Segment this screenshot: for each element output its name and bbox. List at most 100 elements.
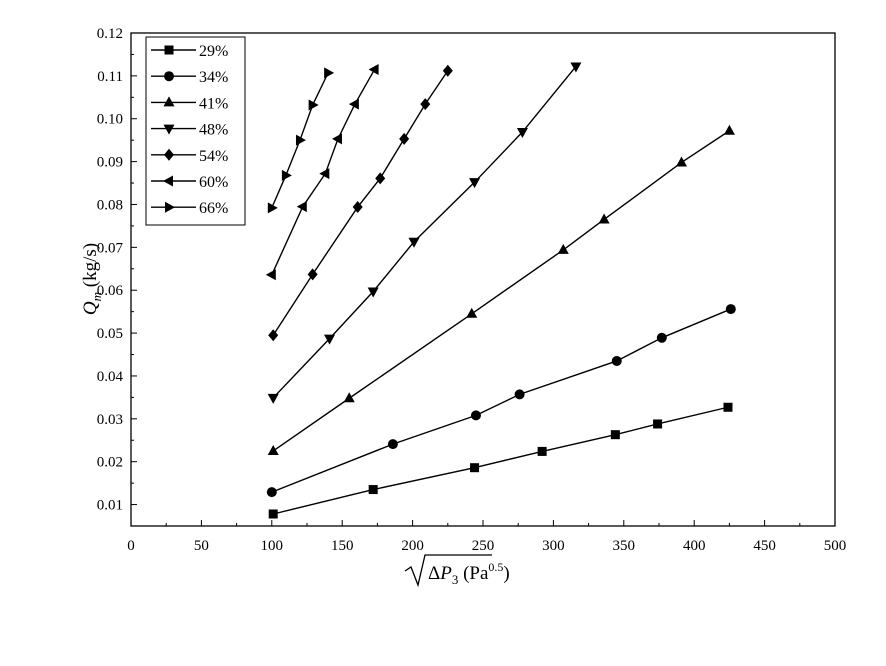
data-point: [324, 67, 335, 79]
legend-box: [145, 36, 246, 226]
y-tick-label: 0.08: [97, 197, 123, 213]
data-point: [331, 133, 342, 145]
legend-marker: [164, 71, 174, 82]
data-point: [368, 63, 379, 75]
series-54%: [268, 64, 453, 342]
series-66%: [267, 67, 335, 214]
data-point: [267, 202, 278, 214]
data-point: [295, 134, 306, 146]
data-point: [408, 237, 420, 248]
legend-marker: [164, 45, 174, 55]
data-point: [676, 156, 688, 167]
legend-marker: [163, 96, 175, 107]
legend-label: 29%: [199, 43, 228, 60]
data-point: [557, 243, 569, 254]
axis-ticks: 0 50 100 150 200 250 300 350 400 450 500 0.01 0.02 0.…: [97, 26, 847, 554]
data-point: [267, 444, 279, 455]
y-tick-label: 0.02: [97, 455, 123, 471]
legend-item: 34%: [151, 69, 228, 86]
data-point: [268, 509, 278, 519]
x-axis-label: ΔP3 (Pa0.5): [404, 554, 510, 588]
y-axis-label: Qm (kg/s): [80, 243, 104, 315]
data-point: [611, 355, 622, 366]
data-point: [723, 402, 733, 412]
y-tick-label: 0.05: [97, 326, 123, 342]
x-tick-label: 350: [613, 538, 636, 554]
legend-item: 66%: [151, 200, 228, 217]
data-point: [375, 172, 386, 185]
data-point: [653, 419, 663, 429]
y-tick-label: 0.09: [97, 155, 123, 171]
data-point: [656, 332, 667, 343]
legend-item: 29%: [151, 43, 228, 60]
legend-marker: [164, 148, 174, 161]
y-tick-label: 0.11: [97, 69, 123, 85]
y-tick-label: 0.06: [97, 283, 124, 299]
data-point: [367, 287, 379, 298]
data-point: [537, 446, 547, 456]
legend-label: 60%: [199, 174, 228, 191]
series-line: [271, 69, 376, 276]
legend-item: 54%: [151, 148, 228, 165]
data-point: [469, 178, 481, 189]
data-point: [470, 463, 480, 473]
series-34%: [266, 304, 736, 498]
legend-item: 41%: [151, 95, 228, 112]
x-tick-label: 250: [472, 538, 495, 554]
y-tick-label: 0.07: [97, 240, 124, 256]
legend-label: 54%: [199, 148, 228, 165]
data-point: [420, 98, 431, 111]
legend-marker: [165, 201, 175, 213]
x-tick-label: 400: [683, 538, 706, 554]
y-tick-label: 0.01: [97, 498, 123, 514]
data-point: [307, 268, 318, 281]
x-tick-label: 0: [127, 538, 135, 554]
legend-marker: [163, 124, 175, 135]
data-point: [281, 169, 292, 181]
x-tick-label: 150: [331, 538, 354, 554]
series-41%: [267, 124, 735, 455]
x-tick-label: 50: [194, 538, 209, 554]
x-tick-label: 500: [824, 538, 847, 554]
legend: 29% 34% 41% 48% 54% 60% 66%: [145, 36, 246, 226]
legend-marker: [163, 175, 173, 187]
data-point: [470, 410, 481, 421]
series-60%: [265, 63, 379, 281]
data-point: [265, 269, 276, 281]
data-point: [723, 124, 735, 135]
data-point: [352, 201, 363, 214]
data-point: [267, 393, 279, 404]
data-series: [265, 62, 736, 519]
series-29%: [268, 402, 733, 519]
x-tick-label: 450: [753, 538, 776, 554]
series-48%: [267, 62, 582, 404]
series-line: [272, 65, 577, 399]
data-point: [442, 64, 453, 77]
y-tick-label: 0.03: [97, 412, 123, 428]
y-tick-label: 0.10: [97, 112, 123, 128]
data-point: [319, 168, 330, 180]
data-point: [466, 307, 478, 318]
data-point: [610, 430, 620, 440]
data-point: [268, 329, 279, 342]
legend-item: 60%: [151, 174, 228, 191]
svg-text:ΔP3 (Pa0.5): ΔP3 (Pa0.5): [428, 560, 510, 587]
y-tick-label: 0.04: [97, 369, 124, 385]
x-tick-label: 300: [542, 538, 565, 554]
data-point: [399, 132, 410, 145]
data-point: [308, 99, 319, 111]
legend-label: 66%: [199, 200, 228, 217]
series-line: [272, 70, 449, 336]
x-tick-label: 100: [261, 538, 284, 554]
data-point: [725, 304, 736, 315]
data-point: [516, 128, 528, 139]
y-tick-label: 0.12: [97, 26, 123, 42]
data-point: [514, 389, 525, 400]
data-point: [343, 392, 355, 403]
data-point: [266, 487, 277, 498]
data-point: [348, 98, 359, 110]
legend-label: 34%: [199, 69, 228, 86]
legend-label: 41%: [199, 95, 228, 112]
x-tick-label: 200: [401, 538, 424, 554]
